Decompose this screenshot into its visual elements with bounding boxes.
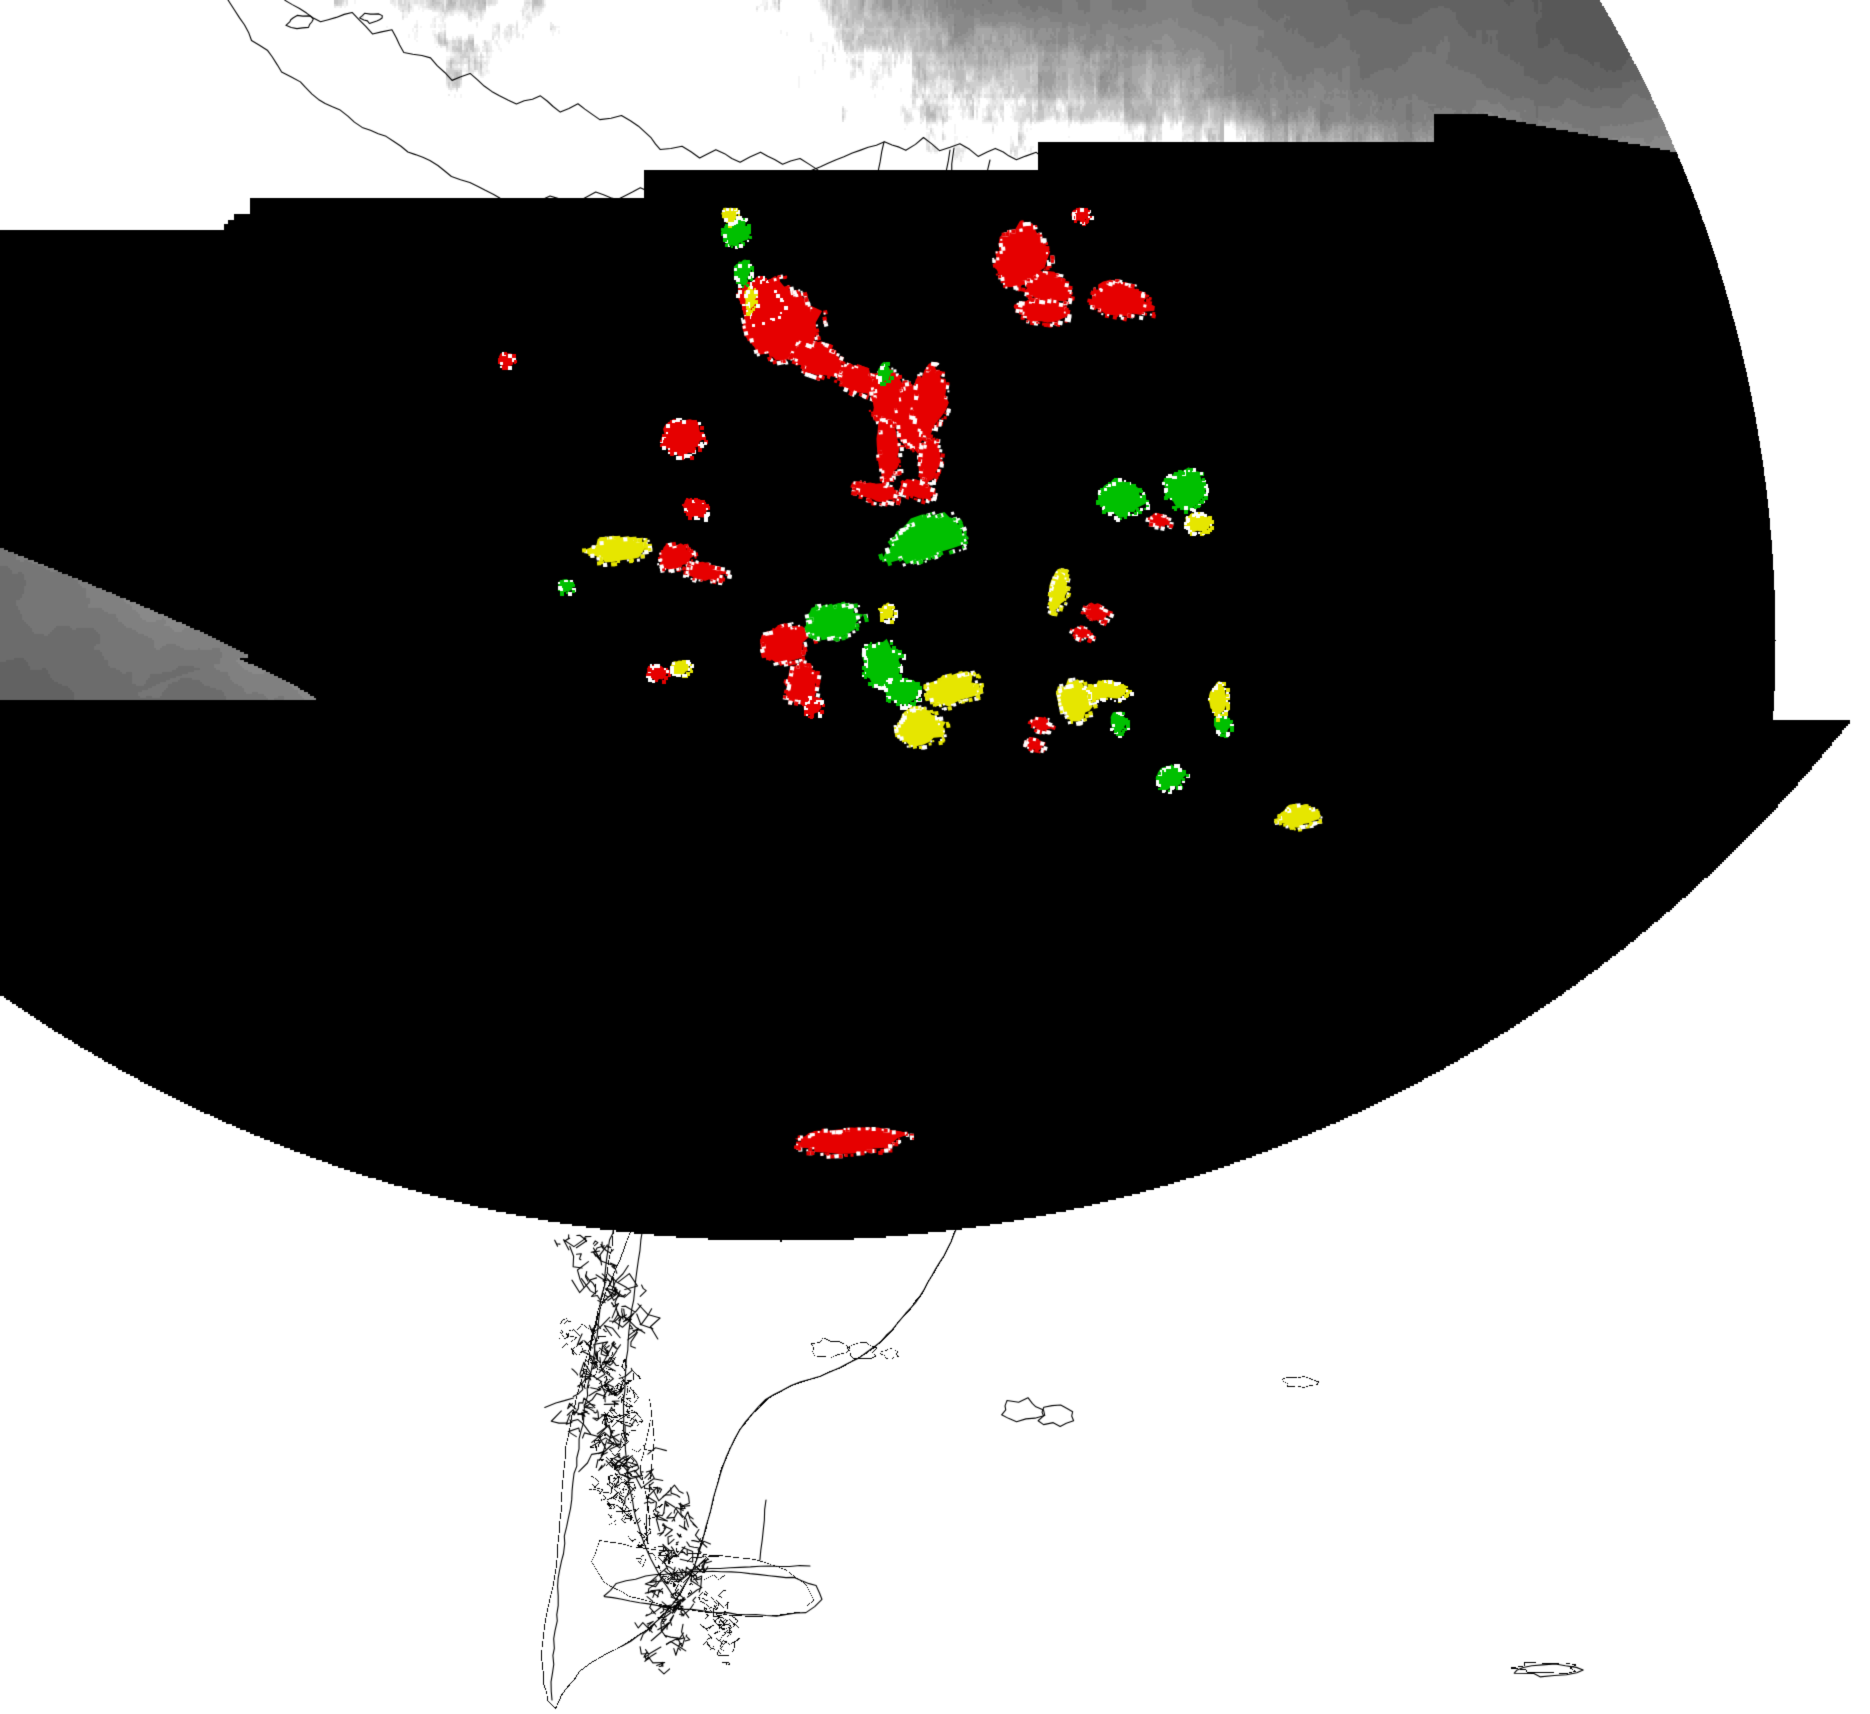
satellite-image-viewport: GOES Infrared Satellite Imagery — South … [0, 0, 1870, 1714]
satellite-ir-map-canvas [0, 0, 1870, 1714]
